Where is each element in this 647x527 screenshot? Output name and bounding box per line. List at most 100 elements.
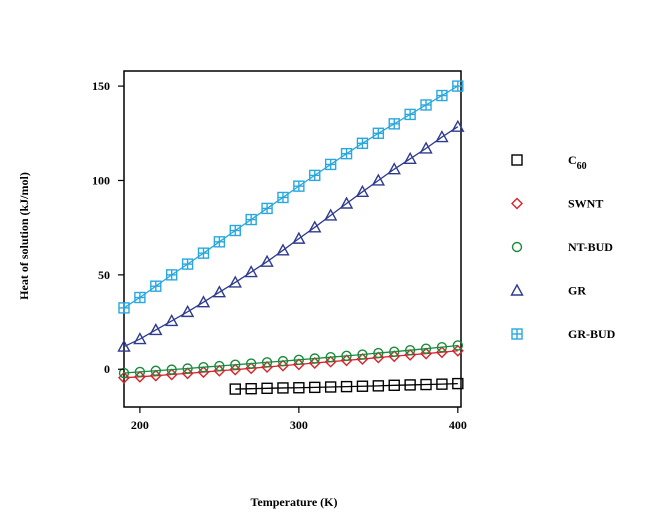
data-point [133, 332, 147, 345]
data-point [293, 354, 305, 366]
x-tick-label: 400 [449, 418, 467, 432]
data-point [387, 162, 401, 175]
data-point [436, 378, 448, 390]
data-point [356, 137, 369, 149]
data-point [198, 361, 209, 373]
data-point [373, 347, 384, 359]
data-point [245, 213, 257, 226]
data-point [150, 365, 161, 376]
legend-marker [510, 283, 524, 296]
data-point [452, 377, 464, 390]
legend-label: SWNT [568, 197, 603, 211]
series-nt-bud [118, 340, 464, 379]
data-point [323, 208, 338, 221]
data-point [117, 339, 131, 352]
data-point [214, 360, 225, 372]
data-point [420, 343, 432, 354]
x-axis-title: Temperature (K) [251, 495, 338, 509]
data-point [436, 89, 448, 102]
data-point [228, 275, 242, 288]
data-point [261, 202, 273, 215]
data-point [372, 127, 385, 139]
data-point [356, 380, 369, 392]
legend-label: GR [568, 284, 586, 298]
data-point [261, 382, 273, 395]
data-point [436, 341, 448, 353]
legend-marker [511, 154, 523, 166]
data-point [325, 351, 336, 363]
data-point [404, 379, 416, 391]
y-tick-label: 100 [92, 173, 110, 187]
data-point [165, 313, 179, 327]
data-point [293, 180, 305, 192]
series-c60 [229, 377, 464, 395]
data-point [339, 196, 354, 209]
data-point [277, 355, 289, 367]
data-point [260, 254, 274, 267]
data-point [419, 141, 433, 154]
data-point [149, 323, 163, 336]
y-axis-title: Heat of solution (kJ/mol) [17, 172, 31, 300]
data-point [389, 346, 400, 357]
data-point [244, 265, 258, 278]
y-tick-label: 150 [92, 79, 110, 93]
y-tick-label: 0 [104, 362, 110, 376]
legend-marker [511, 241, 523, 253]
data-point [309, 353, 320, 364]
data-point [340, 147, 353, 160]
data-point [182, 363, 193, 374]
legend-item: GR [510, 283, 586, 298]
data-point [166, 364, 177, 375]
legend-item: C60 [511, 153, 587, 172]
data-point [309, 169, 321, 182]
data-point [451, 119, 465, 132]
data-point [196, 295, 211, 308]
legend: C60 SWNT NT-BUD GR GR-BUD [510, 153, 616, 341]
data-point [181, 258, 194, 270]
data-point [261, 357, 273, 368]
data-point [372, 380, 385, 392]
data-point [420, 378, 432, 391]
data-point [134, 291, 146, 304]
x-tick-label: 300 [290, 418, 308, 432]
data-point [324, 381, 337, 393]
data-point [229, 383, 241, 395]
data-point [388, 379, 400, 391]
series-line [123, 344, 458, 374]
data-point [292, 231, 306, 244]
data-point [341, 350, 352, 362]
data-point [118, 367, 130, 379]
legend-label: NT-BUD [568, 240, 613, 254]
data-point [118, 302, 130, 314]
data-point [420, 99, 432, 111]
data-point [165, 269, 178, 281]
data-point [452, 80, 464, 92]
data-point [213, 236, 226, 248]
data-point [403, 151, 417, 164]
series-line [235, 382, 458, 390]
data-point [435, 130, 449, 143]
legend-item: GR-BUD [511, 327, 616, 341]
data-point [355, 184, 370, 198]
data-point [324, 158, 337, 171]
series-layer [117, 80, 465, 395]
series-line [123, 126, 459, 348]
data-point [308, 220, 322, 233]
legend-marker [511, 328, 523, 340]
legend-item: NT-BUD [511, 240, 613, 254]
data-point [309, 381, 321, 394]
series-gr-bud [118, 80, 464, 314]
legend-label: GR-BUD [568, 327, 616, 341]
data-point [230, 359, 241, 370]
data-point [245, 358, 257, 369]
y-tick-label: 50 [98, 268, 110, 282]
series-line [123, 350, 458, 379]
data-point [404, 108, 416, 121]
data-point [212, 285, 227, 298]
data-point [388, 118, 400, 130]
data-point [229, 224, 241, 237]
legend-marker [511, 197, 523, 210]
data-point [180, 304, 195, 318]
data-point [371, 173, 386, 186]
